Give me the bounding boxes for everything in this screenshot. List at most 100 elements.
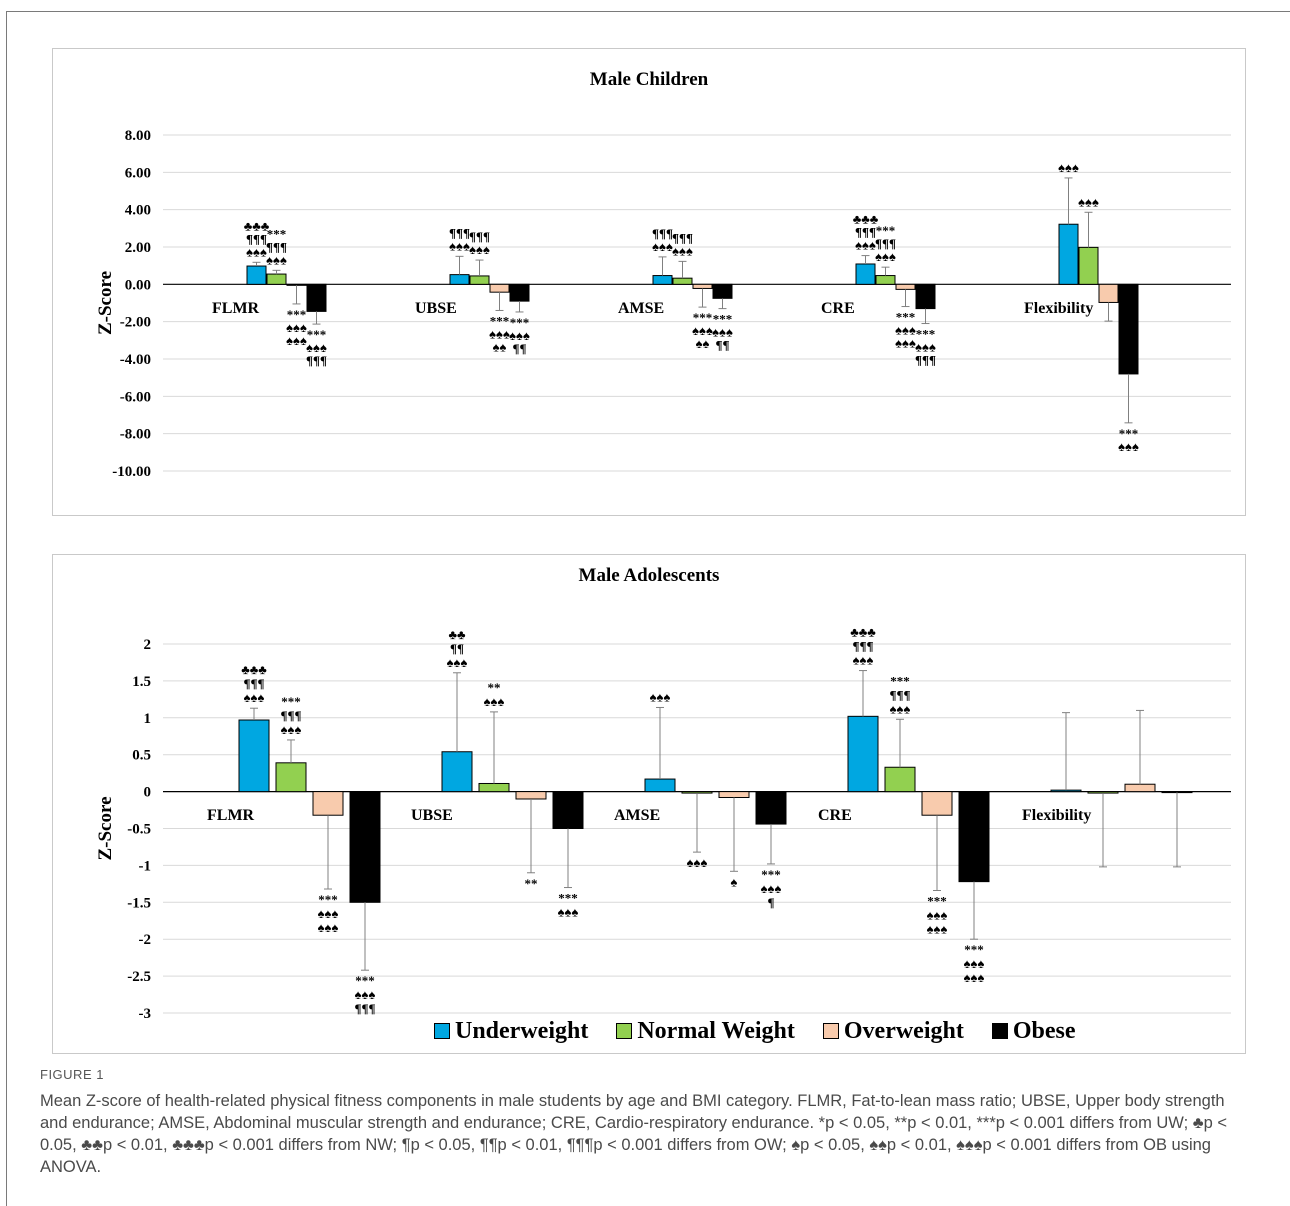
c1-y-tick-label: -0.5 [127,822,151,838]
c0-bar-obese-flexibility [1118,283,1139,375]
c1-significance-annotation: *** ♠♠♠ ♠♠♠ [318,892,339,935]
c0-y-axis-label: Z-Score [95,271,116,335]
c1-bar-obese-cre [958,791,990,883]
c0-bar-obese-cre [915,283,936,310]
c1-significance-annotation: *** ¶¶¶ ♠♠♠ [280,694,301,737]
c0-y-tick-label: -8.00 [120,427,151,443]
c0-significance-annotation: *** ♠♠♠ ♠♠♠ [895,310,916,351]
c0-category-label-ubse: UBSE [415,300,457,317]
c0-significance-annotation: *** ♠♠♠ ¶¶¶ [306,327,327,368]
legend-swatch-obese [991,1023,1008,1039]
c0-significance-annotation: *** ♠♠♠ ¶¶¶ [915,327,936,368]
chart-adolescents: Male Adolescents Z-Score 2 1.5 1 0.5 0 -0.5 -1 -1… [95,565,1231,1022]
c1-category-label-ubse: UBSE [411,807,453,824]
c0-bar-overweight-ubse [489,283,510,293]
chart-panel-adolescents: Male Adolescents Z-Score 2 1.5 1 0.5 0 -0.5 -1 -1… [52,554,1246,1054]
c1-significance-annotation: ♠♠♠ [650,689,671,704]
c0-bar-overweight-cre [895,283,916,290]
c0-bar-overweight-flexibility [1098,283,1119,303]
c0-bar-underweight-cre [855,263,876,285]
c1-category-label-flexibility: Flexibility [1022,807,1091,824]
c1-y-tick-label: 1 [144,711,152,727]
c1-bar-obese-ubse [552,791,584,830]
chart-legend: Underweight Normal Weight Overweight Obe… [434,1016,1104,1046]
c1-significance-annotation: ** [525,876,538,891]
c1-bar-obese-amse [755,791,787,825]
c0-significance-annotation: *** ♠♠♠ ♠♠ [692,310,713,351]
c0-significance-annotation: ¶¶¶ ♠♠♠ [449,225,470,253]
c0-significance-annotation: *** ¶¶¶ ♠♠♠ [875,223,896,264]
c0-y-tick-label: 2.00 [125,240,151,256]
legend-label-underweight: Underweight [455,1017,589,1044]
c0-bar-normal-weight-cre [875,275,896,285]
c1-significance-annotation: ♠♠♠ [687,855,708,870]
c1-bar-underweight-amse [644,778,676,793]
c1-y-tick-label: -1.5 [127,895,151,911]
legend-swatch-overweight [822,1023,839,1039]
c0-significance-annotation: *** ¶¶¶ ♠♠♠ [266,226,287,267]
chart-panel-children: Male Children Z-Score 8.00 6.00 4.00 2.00 0.00… [52,48,1246,516]
c1-significance-annotation: *** ♠♠♠ ¶ [761,867,782,910]
c0-y-tick-label: 0.00 [125,277,151,293]
legend-label-overweight: Overweight [843,1017,964,1044]
c1-bar-underweight-cre [847,715,879,793]
c1-significance-annotation: ♠ [731,874,738,889]
c1-bar-overweight-amse [718,791,750,799]
c0-category-label-flexibility: Flexibility [1024,300,1093,317]
c1-bar-overweight-cre [921,791,953,816]
c1-chart-title: Male Adolescents [579,565,720,586]
legend-swatch-underweight [434,1023,450,1039]
frame-left-line [6,11,7,1206]
c1-bar-overweight-flexibility [1124,783,1156,793]
figure-caption: Mean Z-score of health-related physical … [40,1092,1227,1176]
c1-y-tick-label: 1.5 [132,674,151,690]
c0-significance-annotation: ♠♠♠ [1058,160,1079,175]
c1-significance-annotation: *** ♠♠♠ ¶¶¶ [354,973,375,1016]
c0-significance-annotation: *** ♠♠♠ [1118,426,1139,454]
c0-bar-underweight-flexibility [1058,223,1079,285]
c0-category-label-flmr: FLMR [212,300,260,317]
c0-category-label-cre: CRE [821,300,855,317]
c1-category-label-cre: CRE [818,807,852,824]
c0-chart-title: Male Children [590,69,709,90]
c0-significance-annotation: *** ♠♠♠ ¶¶ [712,312,733,353]
c1-significance-annotation: *** ¶¶¶ ♠♠♠ [889,673,910,716]
legend-label-obese: Obese [1012,1017,1076,1044]
c0-y-tick-label: -4.00 [120,352,151,368]
c1-significance-annotation: ♣♣♣ ¶¶¶ ♠♠♠ [241,662,267,705]
c0-significance-annotation: ♣♣♣ ¶¶¶ ♠♠♠ [853,212,879,253]
c1-bar-overweight-flmr [312,791,344,816]
c1-bar-normal-weight-flmr [275,762,307,793]
c0-bar-normal-weight-amse [672,277,693,285]
c0-y-tick-label: -2.00 [120,315,151,331]
c1-significance-annotation: *** ♠♠♠ ♠♠♠ [964,942,985,985]
c1-bar-normal-weight-flexibility [1087,791,1119,794]
figure-label: FIGURE 1 [40,1067,104,1082]
c1-y-tick-label: -2.5 [127,969,151,985]
legend-label-normal-weight: Normal Weight [637,1017,795,1044]
c1-y-tick-label: -3 [139,1006,152,1022]
c1-significance-annotation: ♣♣ ¶¶ ♠♠♠ [447,627,468,670]
c0-bar-overweight-amse [692,283,713,289]
legend-item-normal-weight: Normal Weight [616,1018,795,1045]
c0-significance-annotation: ¶¶¶ ♠♠♠ [672,230,693,258]
c0-bar-normal-weight-flexibility [1078,246,1099,285]
c0-significance-annotation: ♣♣♣ ¶¶¶ ♠♠♠ [244,218,270,259]
legend-item-overweight: Overweight [822,1017,964,1045]
legend-item-obese: Obese [991,1017,1076,1045]
c0-significance-annotation: *** ♠♠♠ ¶¶ [509,315,530,356]
c0-y-tick-label: 4.00 [125,203,151,219]
c1-bar-obese-flmr [349,791,381,903]
frame-top-line [6,11,1290,12]
c0-significance-annotation: ¶¶¶ ♠♠♠ [469,229,490,257]
c1-bar-normal-weight-amse [681,791,713,794]
c1-significance-annotation: *** ♠♠♠ ♠♠♠ [927,893,948,936]
c1-significance-annotation: *** ♠♠♠ [558,891,579,920]
c1-y-tick-label: 0 [144,785,152,801]
c1-bar-normal-weight-cre [884,766,916,793]
c1-bar-underweight-flexibility [1050,789,1082,793]
c0-bar-underweight-ubse [449,274,470,285]
c0-category-label-amse: AMSE [618,300,664,317]
c0-bar-normal-weight-ubse [469,275,490,285]
c0-significance-annotation: *** ♠♠♠ ♠♠♠ [286,307,307,348]
